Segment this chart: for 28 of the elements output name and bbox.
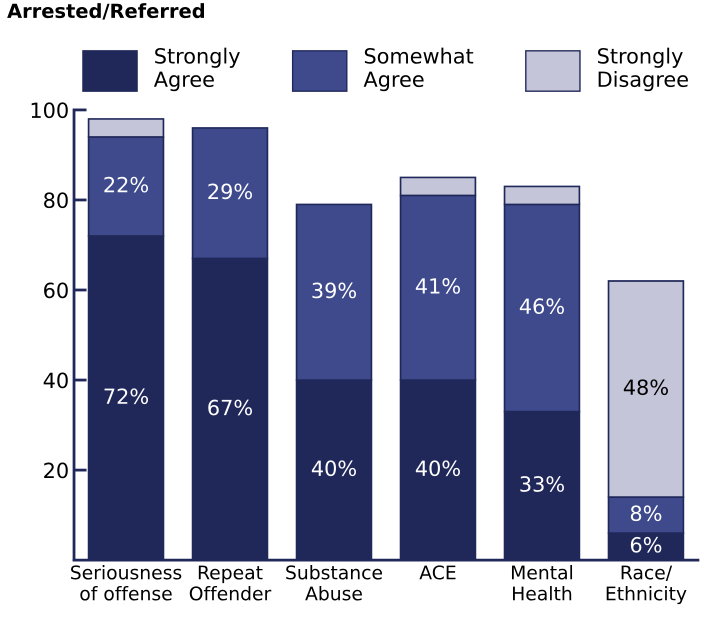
data-label: 6% xyxy=(630,536,662,553)
x-tick-label: ACE xyxy=(419,565,456,580)
data-label: 22% xyxy=(104,176,148,192)
chart-title: Arrested/Referred xyxy=(7,3,204,20)
x-tick-label: Race/ Ethnicity xyxy=(606,566,686,604)
data-label: 39% xyxy=(312,282,356,298)
data-label: 46% xyxy=(520,298,564,314)
x-tick-label: Seriousness of offense xyxy=(71,565,182,601)
legend-label: Strongly Agree xyxy=(154,48,240,92)
x-tick-label: Repeat Offender xyxy=(190,566,272,601)
data-label: 48% xyxy=(624,379,668,396)
x-tick-label: Mental Health xyxy=(512,565,572,601)
legend-label: Somewhat Agree xyxy=(364,48,474,92)
legend-label: Strongly Disagree xyxy=(598,48,688,92)
data-label: 8% xyxy=(630,505,662,522)
y-tick-label: 100 xyxy=(32,102,68,118)
data-label: 67% xyxy=(208,400,252,416)
data-label: 40% xyxy=(416,460,460,476)
y-tick-label: 80 xyxy=(44,192,68,208)
data-label: 40% xyxy=(312,460,356,476)
data-label: 72% xyxy=(104,388,148,404)
y-tick-label: 20 xyxy=(44,462,68,478)
y-tick-label: 40 xyxy=(44,372,68,388)
x-tick-label: Substance Abuse xyxy=(286,565,382,601)
data-label: 29% xyxy=(208,183,252,200)
data-label: 33% xyxy=(520,476,564,492)
y-tick-label: 60 xyxy=(44,282,68,298)
data-label: 41% xyxy=(416,278,460,294)
